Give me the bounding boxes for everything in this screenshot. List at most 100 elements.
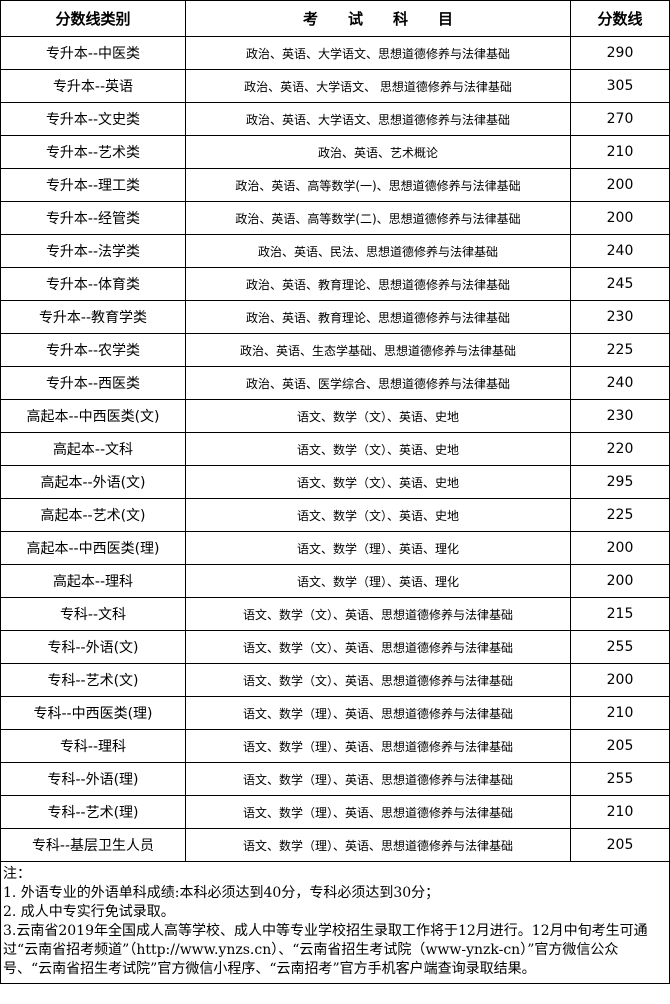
category-cell: 专升本--中医类 — [0, 36, 186, 70]
header-category: 分数线类别 — [0, 0, 186, 37]
header-row: 分数线类别 考 试 科 目 分数线 — [0, 0, 670, 37]
score-cell: 200 — [570, 663, 670, 697]
table-row: 专升本--体育类 政治、英语、教育理论、思想道德修养与法律基础 245 — [0, 267, 670, 301]
score-cell: 205 — [570, 729, 670, 763]
table-row: 专科--中西医类(理) 语文、数学（理）、英语、思想道德修养与法律基础 210 — [0, 696, 670, 730]
table-row: 高起本--中西医类(理) 语文、数学（理）、英语、理化 200 — [0, 531, 670, 565]
subjects-cell: 政治、英语、大学语文、思想道德修养与法律基础 — [185, 36, 571, 70]
subjects-cell: 语文、数学（理）、英语、思想道德修养与法律基础 — [185, 795, 571, 829]
table-row: 高起本--文科 语文、数学（文）、英语、史地 220 — [0, 432, 670, 466]
note-item: 3.云南省2019年全国成人高等学校、成人中等专业学校招生录取工作将于12月进行… — [3, 923, 648, 977]
subjects-cell: 政治、英语、高等数学(二)、思想道德修养与法律基础 — [185, 201, 571, 235]
subjects-cell: 政治、英语、民法、思想道德修养与法律基础 — [185, 234, 571, 268]
score-cell: 240 — [570, 366, 670, 400]
score-cell: 200 — [570, 168, 670, 202]
subjects-cell: 语文、数学（理）、英语、思想道德修养与法律基础 — [185, 828, 571, 862]
subjects-cell: 语文、数学（理）、英语、理化 — [185, 564, 571, 598]
score-cell: 225 — [570, 333, 670, 367]
table-row: 专升本--英语 政治、英语、大学语文、 思想道德修养与法律基础 305 — [0, 69, 670, 103]
category-cell: 专科--艺术(文) — [0, 663, 186, 697]
category-cell: 专升本--经管类 — [0, 201, 186, 235]
table-row: 高起本--外语(文) 语文、数学（文）、英语、史地 295 — [0, 465, 670, 499]
table-row: 专升本--经管类 政治、英语、高等数学(二)、思想道德修养与法律基础 200 — [0, 201, 670, 235]
score-cell: 225 — [570, 498, 670, 532]
notes-row: 注： 1. 外语专业的外语单科成绩:本科必须达到40分，专科必须达到30分； 2… — [0, 861, 670, 984]
header-subjects: 考 试 科 目 — [185, 0, 571, 37]
subjects-cell: 语文、数学（理）、英语、理化 — [185, 531, 571, 565]
subjects-cell: 政治、英语、高等数学(一)、思想道德修养与法律基础 — [185, 168, 571, 202]
table-row: 专升本--西医类 政治、英语、医学综合、思想道德修养与法律基础 240 — [0, 366, 670, 400]
score-cell: 210 — [570, 795, 670, 829]
category-cell: 专科--外语(理) — [0, 762, 186, 796]
subjects-cell: 语文、数学（文）、英语、史地 — [185, 399, 571, 433]
category-cell: 专升本--农学类 — [0, 333, 186, 367]
table-row: 专升本--农学类 政治、英语、生态学基础、思想道德修养与法律基础 225 — [0, 333, 670, 367]
category-cell: 专升本--教育学类 — [0, 300, 186, 334]
category-cell: 专科--中西医类(理) — [0, 696, 186, 730]
score-cell: 245 — [570, 267, 670, 301]
table-row: 高起本--理科 语文、数学（理）、英语、理化 200 — [0, 564, 670, 598]
score-cell: 200 — [570, 564, 670, 598]
subjects-cell: 政治、英语、教育理论、思想道德修养与法律基础 — [185, 267, 571, 301]
category-cell: 专科--文科 — [0, 597, 186, 631]
category-cell: 专升本--文史类 — [0, 102, 186, 136]
category-cell: 专升本--法学类 — [0, 234, 186, 268]
table-row: 专科--理科 语文、数学（理）、英语、思想道德修养与法律基础 205 — [0, 729, 670, 763]
category-cell: 专科--理科 — [0, 729, 186, 763]
category-cell: 专科--艺术(理) — [0, 795, 186, 829]
subjects-cell: 语文、数学（理）、英语、思想道德修养与法律基础 — [185, 762, 571, 796]
category-cell: 专科--基层卫生人员 — [0, 828, 186, 862]
category-cell: 高起本--外语(文) — [0, 465, 186, 499]
category-cell: 高起本--艺术(文) — [0, 498, 186, 532]
table-row: 高起本--中西医类(文) 语文、数学（文）、英语、史地 230 — [0, 399, 670, 433]
category-cell: 高起本--中西医类(文) — [0, 399, 186, 433]
score-cell: 200 — [570, 201, 670, 235]
category-cell: 专升本--体育类 — [0, 267, 186, 301]
category-cell: 高起本--理科 — [0, 564, 186, 598]
table-row: 高起本--艺术(文) 语文、数学（文）、英语、史地 225 — [0, 498, 670, 532]
table-row: 专升本--文史类 政治、英语、大学语文、思想道德修养与法律基础 270 — [0, 102, 670, 136]
table-row: 专升本--艺术类 政治、英语、艺术概论 210 — [0, 135, 670, 169]
score-cell: 295 — [570, 465, 670, 499]
table-row: 专升本--法学类 政治、英语、民法、思想道德修养与法律基础 240 — [0, 234, 670, 268]
category-cell: 专升本--艺术类 — [0, 135, 186, 169]
score-cell: 205 — [570, 828, 670, 862]
note-item: 1. 外语专业的外语单科成绩:本科必须达到40分，专科必须达到30分； — [3, 885, 440, 901]
table-row: 专升本--中医类 政治、英语、大学语文、思想道德修养与法律基础 290 — [0, 36, 670, 70]
category-cell: 专升本--英语 — [0, 69, 186, 103]
score-cell: 270 — [570, 102, 670, 136]
subjects-cell: 政治、英语、大学语文、 思想道德修养与法律基础 — [185, 69, 571, 103]
score-cell: 220 — [570, 432, 670, 466]
score-cell: 290 — [570, 36, 670, 70]
subjects-cell: 政治、英语、生态学基础、思想道德修养与法律基础 — [185, 333, 571, 367]
score-cell: 305 — [570, 69, 670, 103]
score-cell: 255 — [570, 762, 670, 796]
subjects-cell: 语文、数学（文）、英语、史地 — [185, 498, 571, 532]
subjects-cell: 语文、数学（文）、英语、史地 — [185, 465, 571, 499]
category-cell: 高起本--文科 — [0, 432, 186, 466]
header-score: 分数线 — [570, 0, 670, 37]
notes-title: 注： — [3, 866, 31, 882]
subjects-cell: 语文、数学（理）、英语、思想道德修养与法律基础 — [185, 696, 571, 730]
subjects-cell: 语文、数学（文）、英语、思想道德修养与法律基础 — [185, 597, 571, 631]
score-cell: 240 — [570, 234, 670, 268]
subjects-cell: 政治、英语、医学综合、思想道德修养与法律基础 — [185, 366, 571, 400]
category-cell: 专升本--理工类 — [0, 168, 186, 202]
subjects-cell: 语文、数学（文）、英语、思想道德修养与法律基础 — [185, 630, 571, 664]
table-row: 专科--外语(理) 语文、数学（理）、英语、思想道德修养与法律基础 255 — [0, 762, 670, 796]
subjects-cell: 政治、英语、教育理论、思想道德修养与法律基础 — [185, 300, 571, 334]
table-row: 专科--外语(文) 语文、数学（文）、英语、思想道德修养与法律基础 255 — [0, 630, 670, 664]
score-cell: 210 — [570, 135, 670, 169]
table-row: 专科--文科 语文、数学（文）、英语、思想道德修养与法律基础 215 — [0, 597, 670, 631]
subjects-cell: 政治、英语、大学语文、思想道德修养与法律基础 — [185, 102, 571, 136]
note-item: 2. 成人中专实行免试录取。 — [3, 904, 175, 920]
subjects-cell: 语文、数学（文）、英语、史地 — [185, 432, 571, 466]
subjects-cell: 政治、英语、艺术概论 — [185, 135, 571, 169]
table-row: 专升本--理工类 政治、英语、高等数学(一)、思想道德修养与法律基础 200 — [0, 168, 670, 202]
category-cell: 专升本--西医类 — [0, 366, 186, 400]
score-cell: 200 — [570, 531, 670, 565]
table-row: 专科--基层卫生人员 语文、数学（理）、英语、思想道德修养与法律基础 205 — [0, 828, 670, 862]
score-cell: 210 — [570, 696, 670, 730]
score-cell: 255 — [570, 630, 670, 664]
